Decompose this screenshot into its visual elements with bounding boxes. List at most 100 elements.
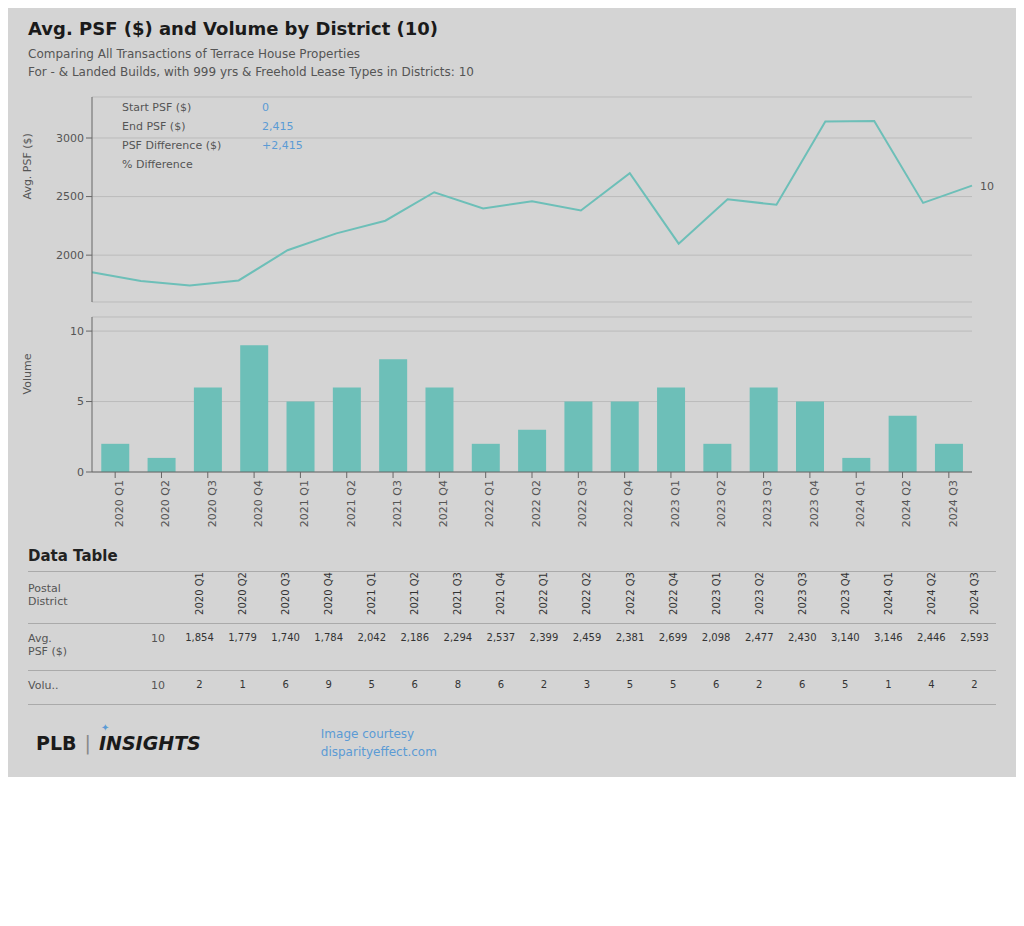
html-text:2022 Q4: 2022 Q4 xyxy=(667,572,679,615)
html-text:End PSF ($): End PSF ($) xyxy=(122,120,186,133)
svg-text:10: 10 xyxy=(980,180,994,193)
svg-text:2023 Q4: 2023 Q4 xyxy=(808,480,821,527)
svg-text:2021 Q4: 2021 Q4 xyxy=(437,480,450,527)
html-text:8: 8 xyxy=(454,678,461,690)
svg-text:2021 Q3: 2021 Q3 xyxy=(391,480,404,527)
html-text:5: 5 xyxy=(842,678,849,690)
html-text:Avg. PSF ($) and Volume by Dis: Avg. PSF ($) and Volume by District (10) xyxy=(28,18,438,39)
html-text:2,415: 2,415 xyxy=(262,120,294,133)
svg-text:2020 Q1: 2020 Q1 xyxy=(113,480,126,527)
html-text:2021 Q1: 2021 Q1 xyxy=(366,572,378,615)
svg-text:5: 5 xyxy=(77,395,84,408)
html-text:2: 2 xyxy=(756,678,763,690)
html-text:2,699: 2,699 xyxy=(658,631,688,643)
svg-text:2021 Q2: 2021 Q2 xyxy=(345,480,358,527)
html-text:1,784: 1,784 xyxy=(314,631,343,643)
html-text:Avg. PSF ($): Avg. PSF ($) xyxy=(28,631,67,658)
html-text:2: 2 xyxy=(196,678,203,690)
html-text:1,779: 1,779 xyxy=(228,631,257,643)
html-text:2,294: 2,294 xyxy=(443,631,473,643)
html-text:2,098: 2,098 xyxy=(701,631,731,643)
html-text:10: 10 xyxy=(151,678,165,692)
html-text:6: 6 xyxy=(282,678,289,690)
html-text:6: 6 xyxy=(713,678,720,690)
html-text:1,854: 1,854 xyxy=(185,631,214,643)
html-text:2,186: 2,186 xyxy=(400,631,430,643)
html-text:2022 Q2: 2022 Q2 xyxy=(581,572,593,615)
svg-text:3000: 3000 xyxy=(56,132,84,145)
html-text:2023 Q3: 2023 Q3 xyxy=(796,572,808,615)
html-text:PSF Difference ($): PSF Difference ($) xyxy=(122,139,222,152)
svg-text:10: 10 xyxy=(70,325,84,338)
html-text:2020 Q2: 2020 Q2 xyxy=(237,572,249,615)
svg-text:2022 Q1: 2022 Q1 xyxy=(483,480,496,527)
html-text:Comparing All Transactions of: Comparing All Transactions of Terrace Ho… xyxy=(28,47,360,61)
svg-text:2024 Q1: 2024 Q1 xyxy=(854,480,867,527)
svg-text:2023 Q3: 2023 Q3 xyxy=(761,480,774,527)
html-text:2,446: 2,446 xyxy=(917,631,946,643)
html-text:2020 Q3: 2020 Q3 xyxy=(280,572,292,615)
svg-text:2022 Q2: 2022 Q2 xyxy=(530,480,543,527)
svg-text:2020 Q2: 2020 Q2 xyxy=(159,480,172,527)
html-text:10: 10 xyxy=(151,631,165,645)
html-text:2,430: 2,430 xyxy=(787,631,817,643)
html-text:3: 3 xyxy=(583,678,591,690)
svg-text:2023 Q1: 2023 Q1 xyxy=(669,480,682,527)
html-text:Start PSF ($): Start PSF ($) xyxy=(122,101,192,114)
svg-text:2022 Q3: 2022 Q3 xyxy=(576,480,589,527)
html-text:2,381: 2,381 xyxy=(615,631,645,643)
svg-text:Volume: Volume xyxy=(21,353,34,394)
html-text:5: 5 xyxy=(626,678,634,690)
html-text:2,459: 2,459 xyxy=(572,631,602,643)
html-text:2024 Q3: 2024 Q3 xyxy=(969,572,980,615)
html-text:Volu..: Volu.. xyxy=(28,678,59,692)
html-text:3,140: 3,140 xyxy=(831,631,860,643)
html-text:5: 5 xyxy=(368,678,375,690)
svg-text:2024 Q2: 2024 Q2 xyxy=(900,480,913,527)
svg-text:0: 0 xyxy=(77,466,84,479)
html-text:+2,415: +2,415 xyxy=(262,139,303,152)
html-text:2024 Q2: 2024 Q2 xyxy=(925,572,937,615)
svg-text:2020 Q4: 2020 Q4 xyxy=(252,480,265,527)
html-text:6: 6 xyxy=(411,678,418,690)
html-text:2022 Q1: 2022 Q1 xyxy=(538,572,550,615)
html-text:Postal District: Postal District xyxy=(28,582,68,609)
html-text:2023 Q4: 2023 Q4 xyxy=(839,572,851,615)
svg-text:2020 Q3: 2020 Q3 xyxy=(206,480,219,527)
html-text:Image courtesy disparityeffect: Image courtesy disparityeffect.com xyxy=(320,726,437,759)
html-text:2023 Q1: 2023 Q1 xyxy=(710,572,722,615)
html-text:2,477: 2,477 xyxy=(744,631,774,643)
html-text:3,146: 3,146 xyxy=(874,631,903,643)
svg-text:2022 Q4: 2022 Q4 xyxy=(622,480,635,527)
html-text:For - & Landed Builds, with 99: For - & Landed Builds, with 999 yrs & Fr… xyxy=(28,65,474,79)
html-text:1: 1 xyxy=(239,678,246,690)
html-text:2,042: 2,042 xyxy=(357,631,386,643)
html-text:2,537: 2,537 xyxy=(486,631,516,643)
html-text:2,593: 2,593 xyxy=(960,631,989,643)
svg-text:2024 Q3: 2024 Q3 xyxy=(947,480,960,527)
svg-text:2500: 2500 xyxy=(56,190,84,203)
html-text:6: 6 xyxy=(497,678,505,690)
html-text:9: 9 xyxy=(325,678,332,690)
html-text:% Difference: % Difference xyxy=(122,158,193,171)
html-text:PLB | INSIGHTS: PLB | INSIGHTS xyxy=(36,731,201,754)
svg-text:2000: 2000 xyxy=(56,249,84,262)
svg-text:Avg. PSF ($): Avg. PSF ($) xyxy=(21,133,34,199)
html-text:2021 Q4: 2021 Q4 xyxy=(495,572,507,615)
html-text:1,740: 1,740 xyxy=(271,631,300,643)
svg-text:2021 Q1: 2021 Q1 xyxy=(298,480,311,527)
html-text:2021 Q2: 2021 Q2 xyxy=(409,572,421,615)
html-text:2,399: 2,399 xyxy=(529,631,559,643)
html-text:2024 Q1: 2024 Q1 xyxy=(882,572,894,615)
html-text:Data Table: Data Table xyxy=(28,547,118,565)
html-text:2: 2 xyxy=(540,678,548,690)
html-text:0: 0 xyxy=(262,101,269,114)
svg-text:2023 Q2: 2023 Q2 xyxy=(715,480,728,527)
html-text:6: 6 xyxy=(799,678,806,690)
html-text:2022 Q3: 2022 Q3 xyxy=(624,572,636,615)
html-text:2021 Q3: 2021 Q3 xyxy=(452,572,464,615)
html-text:2020 Q1: 2020 Q1 xyxy=(194,572,205,615)
html-text:5: 5 xyxy=(669,678,677,690)
html-text:2023 Q2: 2023 Q2 xyxy=(753,572,765,615)
html-text:2020 Q4: 2020 Q4 xyxy=(323,572,335,615)
